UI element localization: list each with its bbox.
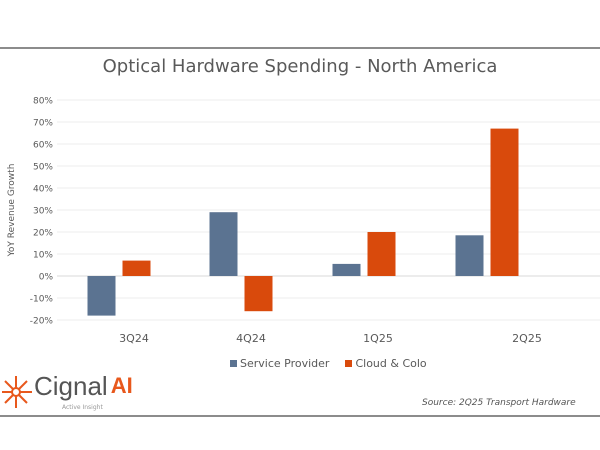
legend: Service Provider Cloud & Colo [230, 357, 427, 370]
y-tick-label: -20% [30, 317, 54, 327]
bar-service-provider [455, 235, 484, 276]
y-tick-label: 70% [33, 119, 53, 129]
x-tick-label: 2Q25 [512, 332, 542, 345]
legend-swatch [345, 360, 353, 367]
bar-cloud-colo [490, 128, 519, 276]
y-tick-label: 80% [33, 97, 53, 107]
y-tick-label: 0% [39, 273, 54, 283]
legend-swatch [230, 360, 237, 367]
chart-title: Optical Hardware Spending - North Americ… [102, 56, 498, 77]
bar-service-provider [332, 263, 361, 276]
cignal-ai-logo: Cignal AI Active Insight [0, 372, 133, 412]
legend-item-service-provider: Service Provider [230, 357, 329, 370]
x-tick-label: 4Q24 [236, 332, 266, 345]
bar-cloud-colo [367, 232, 396, 276]
bar-cloud-colo [244, 276, 273, 312]
legend-label: Cloud & Colo [355, 357, 427, 370]
divider-bottom [0, 415, 600, 417]
x-tick-label: 1Q25 [363, 332, 393, 345]
bar-service-provider [209, 212, 238, 276]
divider-top [0, 47, 600, 49]
y-tick-label: 10% [33, 251, 53, 261]
y-tick-label: 50% [33, 163, 53, 173]
legend-label: Service Provider [240, 357, 330, 370]
legend-item-cloud-colo: Cloud & Colo [345, 357, 427, 370]
logo-tagline: Active Insight [62, 404, 103, 411]
bar-cloud-colo [122, 260, 151, 276]
bar-service-provider [87, 276, 116, 316]
logo-wordmark: Cignal [34, 371, 108, 401]
y-tick-label: 60% [33, 141, 53, 151]
source-note: Source: 2Q25 Transport Hardware [422, 398, 576, 408]
y-tick-label: 20% [33, 229, 53, 239]
x-tick-label: 3Q24 [119, 332, 149, 345]
y-axis-label: YoY Revenue Growth [7, 164, 17, 258]
starburst-icon [2, 376, 32, 408]
logo-ai: AI [110, 373, 133, 398]
y-tick-label: 40% [33, 185, 53, 195]
y-tick-label: 30% [33, 207, 53, 217]
y-tick-label: -10% [30, 295, 54, 305]
